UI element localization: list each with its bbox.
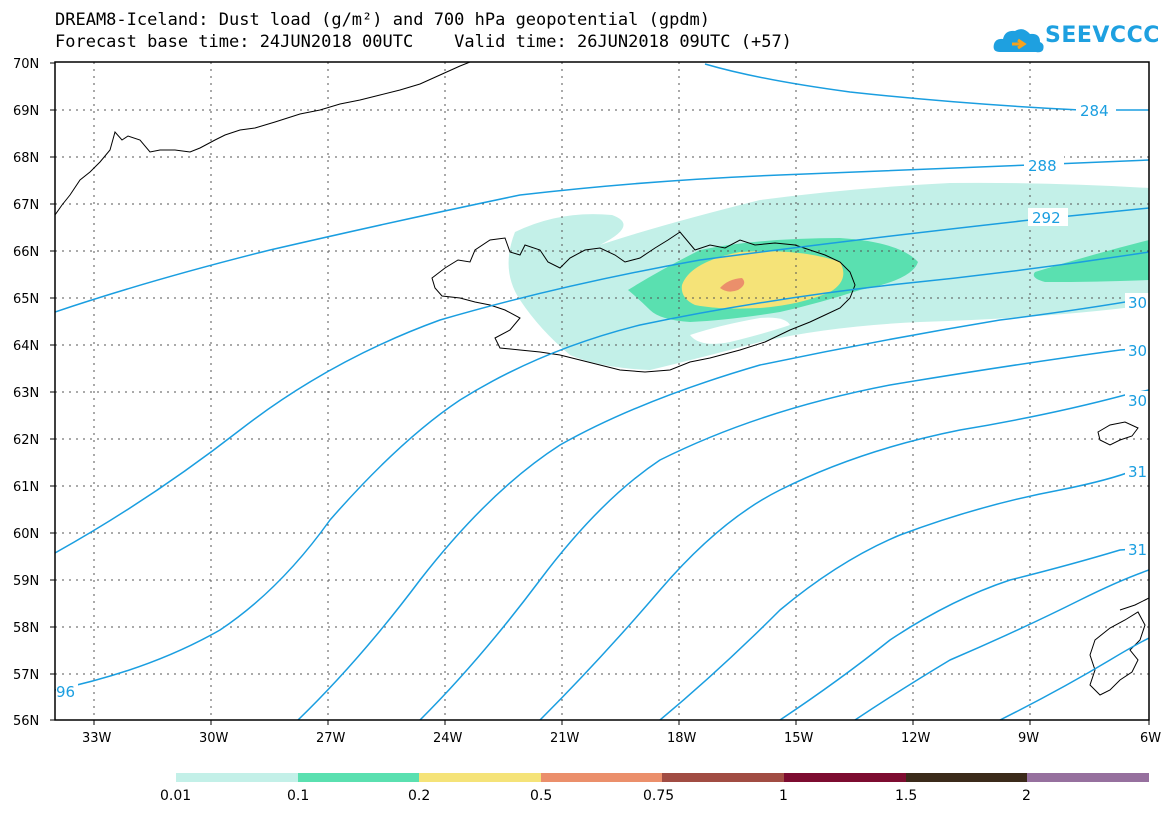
colorbar-swatch xyxy=(1027,773,1149,782)
lon-label: 30W xyxy=(199,731,229,746)
lon-label: 9W xyxy=(1018,731,1039,746)
forecast-times: Forecast base time: 24JUN2018 00UTC Vali… xyxy=(55,32,792,52)
norway-coast xyxy=(1119,597,1149,611)
contour-labels: 284 288 292 30 30 30 31 31 96 xyxy=(56,101,1149,701)
colorbar-swatch xyxy=(419,773,541,782)
contour-label: 31 xyxy=(1128,463,1147,481)
contour-300 xyxy=(297,297,1149,720)
lat-label: 68N xyxy=(13,151,39,166)
lat-label: 63N xyxy=(13,386,39,401)
dust-0.2 xyxy=(681,251,844,309)
contour-label: 284 xyxy=(1080,102,1109,120)
axis-ticks xyxy=(50,62,1150,725)
geopotential-contours xyxy=(55,63,1149,720)
contour-312 xyxy=(659,464,1149,720)
lat-label: 70N xyxy=(13,57,39,72)
lon-label: 6W xyxy=(1140,731,1161,746)
map-title: DREAM8-Iceland: Dust load (g/m²) and 700… xyxy=(55,10,711,30)
lat-label: 59N xyxy=(13,574,39,589)
dust-clear-patch xyxy=(690,317,790,344)
graticule xyxy=(55,62,1149,720)
colorbar-label: 2 xyxy=(1022,788,1031,804)
lat-label: 57N xyxy=(13,668,39,683)
contour-296 xyxy=(55,251,1149,691)
contour-316 xyxy=(779,547,1149,720)
colorbar-swatch xyxy=(176,773,298,782)
scotland-coast xyxy=(1089,611,1146,696)
lon-label: 27W xyxy=(316,731,346,746)
contour-label: 31 xyxy=(1128,541,1147,559)
colorbar-swatch xyxy=(298,773,419,782)
faroe-coast xyxy=(1097,421,1139,446)
lat-label: 61N xyxy=(13,480,39,495)
contour-320 xyxy=(854,569,1149,720)
colorbar-swatch xyxy=(541,773,662,782)
lat-label: 64N xyxy=(13,339,39,354)
logo-text: SEEVCCC xyxy=(1045,23,1160,48)
latitude-labels: 70N 69N 68N 67N 66N 65N 64N 63N 62N 61N … xyxy=(13,57,39,729)
colorbar-label: 0.2 xyxy=(408,788,430,804)
colorbar-label: 1.5 xyxy=(895,788,917,804)
contour-288 xyxy=(55,159,1149,313)
colorbar-label: 1 xyxy=(779,788,788,804)
lon-label: 12W xyxy=(901,731,931,746)
contour-label: 30 xyxy=(1128,342,1147,360)
lon-label: 21W xyxy=(550,731,580,746)
iceland-coast xyxy=(431,231,856,373)
contour-label: 30 xyxy=(1128,392,1147,410)
lon-label: 24W xyxy=(433,731,463,746)
contour-label: 288 xyxy=(1028,157,1057,175)
colorbar-swatch xyxy=(906,773,1027,782)
lat-label: 58N xyxy=(13,621,39,636)
greenland-coast xyxy=(55,62,471,216)
lat-label: 60N xyxy=(13,527,39,542)
longitude-labels: 33W 30W 27W 24W 21W 18W 15W 12W 9W 6W xyxy=(82,731,1161,746)
colorbar-swatch xyxy=(662,773,784,782)
lat-label: 62N xyxy=(13,433,39,448)
lon-label: 18W xyxy=(667,731,697,746)
contour-label: 292 xyxy=(1032,209,1061,227)
lat-label: 69N xyxy=(13,104,39,119)
contour-304 xyxy=(419,347,1149,720)
colorbar-label: 0.1 xyxy=(287,788,309,804)
lat-label: 65N xyxy=(13,292,39,307)
cloud-logo-icon xyxy=(993,29,1044,53)
lat-label: 56N xyxy=(13,714,39,729)
colorbar-label: 0.75 xyxy=(643,788,674,804)
plot-frame xyxy=(54,61,1150,721)
lon-label: 33W xyxy=(82,731,112,746)
contour-label: 96 xyxy=(56,683,75,701)
colorbar: 0.01 0.1 0.2 0.5 0.75 1 1.5 2 xyxy=(160,773,1149,804)
lat-label: 66N xyxy=(13,245,39,260)
contour-284 xyxy=(704,63,1149,111)
contour-324 xyxy=(999,637,1149,720)
colorbar-label: 0.01 xyxy=(160,788,191,804)
contour-label: 30 xyxy=(1128,294,1147,312)
lon-label: 15W xyxy=(784,731,814,746)
coastlines xyxy=(55,62,1149,696)
colorbar-label: 0.5 xyxy=(530,788,552,804)
colorbar-swatch xyxy=(784,773,906,782)
dust-0.5 xyxy=(720,278,745,292)
contour-292 xyxy=(55,207,1149,554)
lat-label: 67N xyxy=(13,198,39,213)
contour-308 xyxy=(539,389,1149,720)
